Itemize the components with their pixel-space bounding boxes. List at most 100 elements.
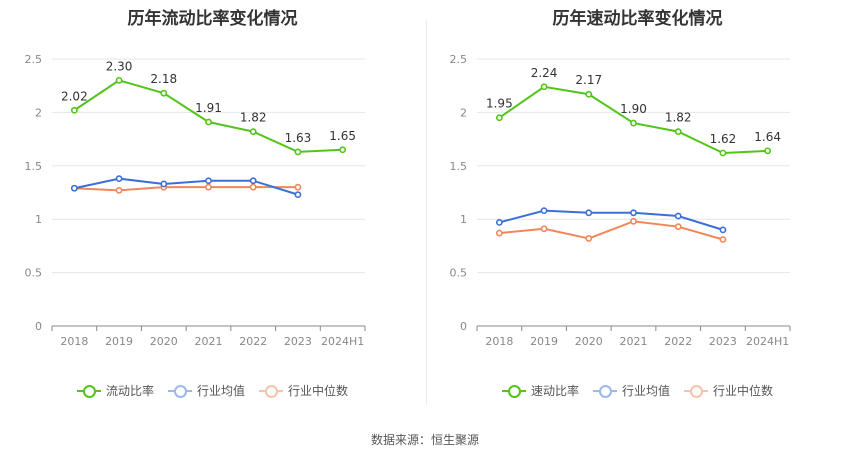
y-tick-label: 0.5 xyxy=(450,267,468,280)
data-point xyxy=(205,177,212,185)
data-point xyxy=(160,89,168,97)
x-tick-label: 2022 xyxy=(664,335,692,348)
legend-item-quick-ratio[interactable]: 速动比率 xyxy=(501,382,579,399)
data-point xyxy=(630,217,637,225)
data-point xyxy=(294,148,302,156)
data-point xyxy=(585,235,593,242)
data-label: 2.17 xyxy=(575,73,602,87)
legend: 流动比率 行业均值 行业中位数 xyxy=(0,382,425,399)
current-ratio-chart: 历年流动比率变化情况 0 0.5 1 1.5 2 2.5 2018 2019 2020 2021 2… xyxy=(0,0,425,420)
x-tick-label: 2024H1 xyxy=(321,335,364,348)
data-point xyxy=(585,90,593,98)
data-label: 1.64 xyxy=(754,130,781,144)
data-point xyxy=(540,83,548,91)
data-point xyxy=(764,147,772,155)
data-point xyxy=(294,183,302,191)
legend-label: 行业均值 xyxy=(196,384,245,398)
y-tick-label: 2 xyxy=(460,106,467,119)
x-tick-label: 2019 xyxy=(530,335,558,348)
data-label: 1.63 xyxy=(285,131,312,145)
y-tick-label: 0 xyxy=(460,320,467,333)
y-tick-label: 2 xyxy=(35,106,42,119)
series-marker-icon xyxy=(501,384,526,398)
data-label: 1.91 xyxy=(195,101,222,115)
data-point xyxy=(339,146,347,154)
data-point xyxy=(719,236,727,243)
series-marker-icon xyxy=(592,384,617,398)
x-tick-label: 2023 xyxy=(709,335,737,348)
data-point xyxy=(630,209,637,217)
legend: 速动比率 行业均值 行业中位数 xyxy=(425,382,850,399)
current-ratio-plot: 0 0.5 1 1.5 2 2.5 2018 2019 2020 2021 2022 2023 2024… xyxy=(25,53,366,348)
data-point xyxy=(115,186,123,194)
data-label: 2.18 xyxy=(150,72,177,86)
x-tick-label: 2022 xyxy=(239,335,267,348)
data-label: 1.62 xyxy=(710,132,737,146)
data-point xyxy=(249,128,257,136)
y-tick-label: 1.5 xyxy=(25,160,43,173)
data-point xyxy=(674,212,682,220)
x-tick-label: 2023 xyxy=(284,335,312,348)
legend-label: 流动比率 xyxy=(105,384,154,398)
x-tick-label: 2021 xyxy=(195,335,223,348)
legend-item-current-ratio[interactable]: 流动比率 xyxy=(76,382,154,399)
data-point xyxy=(674,223,682,231)
quick-ratio-chart: 历年速动比率变化情况 0 0.5 1 1.5 2 2.5 2018 2019 2020 2021 2… xyxy=(425,0,850,420)
data-point xyxy=(115,76,123,84)
data-point xyxy=(249,183,257,191)
legend-label: 速动比率 xyxy=(530,384,579,398)
x-tick-label: 2018 xyxy=(485,335,513,348)
x-tick-label: 2019 xyxy=(105,335,133,348)
data-point xyxy=(719,149,727,157)
y-tick-label: 2.5 xyxy=(450,53,468,66)
x-tick-label: 2020 xyxy=(575,335,603,348)
data-point xyxy=(495,114,503,122)
data-point xyxy=(630,119,637,127)
series-marker-icon xyxy=(259,384,283,398)
chart-title: 历年流动比率变化情况 xyxy=(127,9,298,29)
y-tick-label: 2.5 xyxy=(25,53,43,66)
legend-label: 行业中位数 xyxy=(288,384,349,398)
legend-item-industry-median[interactable]: 行业中位数 xyxy=(259,382,348,399)
series-line xyxy=(74,186,298,192)
y-tick-label: 1 xyxy=(460,213,467,226)
x-tick-label: 2018 xyxy=(60,335,88,348)
data-label: 1.90 xyxy=(620,102,647,116)
data-source-note: 数据来源：恒生聚源 xyxy=(370,433,479,447)
series-line xyxy=(499,220,724,241)
series-marker-icon xyxy=(167,384,192,398)
data-point xyxy=(70,106,78,114)
legend-item-industry-mean[interactable]: 行业均值 xyxy=(592,382,670,399)
x-tick-label: 2020 xyxy=(150,335,178,348)
y-tick-label: 1.5 xyxy=(450,160,468,173)
data-point xyxy=(205,183,212,191)
chart-title: 历年速动比率变化情况 xyxy=(552,9,723,29)
data-point xyxy=(160,180,168,188)
data-point xyxy=(585,209,593,217)
data-point xyxy=(294,191,302,199)
y-tick-label: 0 xyxy=(35,320,42,333)
panel-divider xyxy=(426,20,427,405)
data-point xyxy=(495,219,503,226)
legend-item-industry-median[interactable]: 行业中位数 xyxy=(684,382,773,399)
data-label: 2.02 xyxy=(61,89,88,103)
data-label: 2.24 xyxy=(531,66,558,80)
data-point xyxy=(115,175,123,183)
legend-item-industry-mean[interactable]: 行业均值 xyxy=(167,382,245,399)
data-point xyxy=(540,207,548,215)
series-marker-icon xyxy=(76,384,101,398)
y-tick-label: 0.5 xyxy=(25,267,43,280)
data-label: 1.95 xyxy=(486,97,513,111)
data-point xyxy=(719,226,727,234)
quick-ratio-plot: 0 0.5 1 1.5 2 2.5 2018 2019 2020 2021 2022 2023 2024… xyxy=(450,53,791,348)
data-point xyxy=(205,118,212,126)
data-point xyxy=(70,184,78,192)
data-label: 1.82 xyxy=(240,111,267,125)
data-label: 1.65 xyxy=(329,129,356,143)
series-line xyxy=(499,209,724,231)
data-point xyxy=(495,229,503,237)
data-label: 2.30 xyxy=(106,59,133,73)
data-point xyxy=(540,225,548,233)
data-point xyxy=(249,177,257,185)
x-tick-label: 2024H1 xyxy=(746,335,789,348)
